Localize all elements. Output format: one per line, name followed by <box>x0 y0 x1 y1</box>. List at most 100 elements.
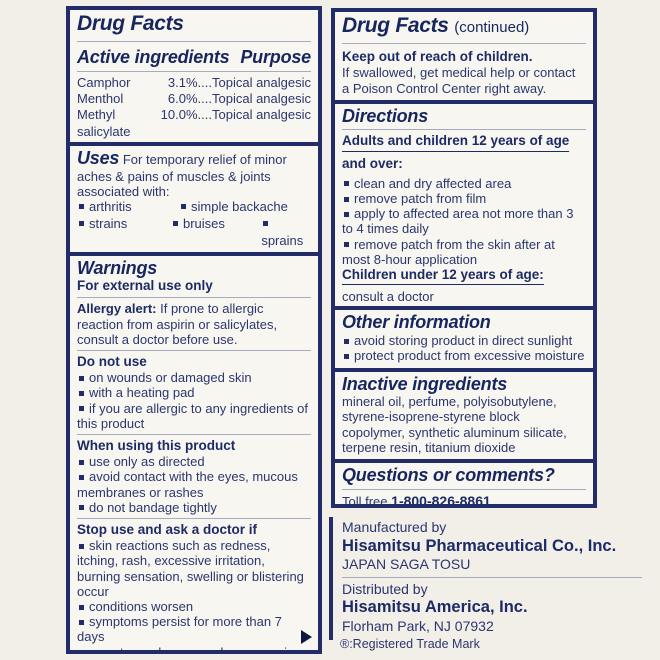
warning-item-text: on wounds or damaged skin <box>89 370 252 386</box>
bullet-square-icon <box>173 221 178 227</box>
section-separator <box>335 459 593 463</box>
bullet-square-icon <box>79 604 84 610</box>
warning-item: skin reactions such as redness, itching,… <box>77 538 311 599</box>
bullet-square-icon <box>181 204 186 210</box>
registered-trademark-note: ®:Registered Trade Mark <box>340 637 480 651</box>
warnings-section: Warnings For external use only Allergy a… <box>70 256 318 654</box>
inactive-ingredients-text: mineral oil, perfume, polyisobutylene, s… <box>342 394 567 455</box>
warning-item-text: symptoms persist for more than 7 days <box>77 614 282 645</box>
bullet-square-icon <box>79 204 84 210</box>
other-information-section: Other information avoid storing product … <box>335 310 593 367</box>
divider <box>77 70 311 72</box>
bullet-square-icon <box>79 375 84 381</box>
active-ingredients-heading: Active ingredients <box>77 47 230 68</box>
divider <box>77 350 311 352</box>
direction-item-text: apply to affected area not more than 3 t… <box>342 206 574 237</box>
warning-item-text: if you are allergic to any ingredients o… <box>77 400 308 431</box>
warning-item-text: symptoms clear up and occur again within… <box>89 644 295 654</box>
direction-item-text: remove patch from film <box>354 191 487 206</box>
do-not-use-heading: Do not use <box>77 354 147 370</box>
uses-heading: Uses <box>77 147 120 168</box>
bullet-square-icon <box>263 221 269 227</box>
external-use-note: For external use only <box>77 278 213 294</box>
warning-item-text: avoid contact with the eyes, mucous memb… <box>77 469 298 500</box>
divider <box>77 434 311 436</box>
section-separator <box>70 141 318 146</box>
warning-item: avoid contact with the eyes, mucous memb… <box>77 469 311 499</box>
warning-item: if you are allergic to any ingredients o… <box>77 401 311 431</box>
drug-facts-continued-title-section: Drug Facts (continued) <box>335 12 593 40</box>
other-info-item: avoid storing product in direct sunlight <box>342 333 586 348</box>
stop-use-heading: Stop use and ask a doctor if <box>77 522 258 538</box>
when-using-heading: When using this product <box>77 438 236 454</box>
bullet-square-icon <box>79 406 84 412</box>
manufacturer-location: JAPAN SAGA TOSU <box>342 556 471 573</box>
warning-item-text: do not bandage tightly <box>89 499 217 515</box>
phone-number: 1-800-826-8861 <box>391 492 491 508</box>
warnings-heading: Warnings <box>77 257 158 278</box>
distributed-by-label: Distributed by <box>342 580 428 597</box>
manufacturer-block: Manufactured by Hisamitsu Pharmaceutical… <box>329 517 655 640</box>
divider <box>342 576 642 578</box>
uses-item: strains <box>89 215 128 231</box>
uses-item: arthritis <box>89 198 132 214</box>
ingredient-name: Camphor <box>77 74 131 90</box>
continued-label: (continued) <box>454 19 530 36</box>
warning-item: symptoms persist for more than 7 days <box>77 614 311 644</box>
bullet-square-icon <box>344 353 349 359</box>
ingredient-row: Menthol 6.0%.... Topical analgesic <box>77 91 311 107</box>
warning-item: with a heating pad <box>77 385 311 400</box>
section-separator <box>70 251 318 256</box>
uses-item: sprains <box>261 232 304 248</box>
ingredient-name: Methyl salicylate <box>77 107 131 139</box>
directions-heading: Directions <box>342 105 429 126</box>
section-separator <box>335 99 593 104</box>
ingredient-amount: 6.0%.... <box>167 91 212 107</box>
direction-item: remove patch from film <box>342 191 586 206</box>
bullet-square-icon <box>79 459 84 465</box>
bullet-square-icon <box>79 650 84 654</box>
allergy-alert: Allergy alert: If prone to allergic reac… <box>77 301 311 347</box>
ingredient-row: Methyl salicylate 10.0%.... Topical anal… <box>77 107 311 140</box>
allergy-alert-text: If prone to allergic reaction from aspir… <box>77 301 278 347</box>
direction-item: clean and dry affected area <box>342 176 586 191</box>
toll-free-label: Toll free <box>342 493 388 508</box>
uses-bullet-row: strains bruises sprains <box>77 216 311 250</box>
manufactured-by-label: Manufactured by <box>342 519 447 535</box>
drug-facts-panel-right: Drug Facts (continued) Keep out of reach… <box>331 8 597 508</box>
active-ingredients-section: Active ingredients Purpose Camphor 3.1%.… <box>70 45 318 142</box>
divider <box>342 129 586 131</box>
bullet-square-icon <box>344 196 349 202</box>
ingredient-name: Menthol <box>77 91 124 107</box>
divider <box>342 488 586 490</box>
direction-item: apply to affected area not more than 3 t… <box>342 206 586 236</box>
allergy-alert-label: Allergy alert: <box>77 301 157 317</box>
drug-facts-title-text: Drug Facts <box>342 14 449 37</box>
drug-facts-panel-left: Drug Facts Active ingredients Purpose Ca… <box>66 6 322 654</box>
keep-out-section: Keep out of reach of children. If swallo… <box>335 47 593 100</box>
ingredient-row: Camphor 3.1%.... Topical analgesic <box>77 75 311 91</box>
section-separator <box>335 367 593 372</box>
bullet-square-icon <box>79 475 84 481</box>
distributor-location: Florham Park, NJ 07932 <box>342 618 494 635</box>
other-info-item-text: protect product from excessive moisture <box>354 348 585 364</box>
inactive-ingredients-heading: Inactive ingredients <box>342 373 508 394</box>
children-under-12-heading: Children under 12 years of age: <box>342 267 544 286</box>
ingredient-purpose: Topical analgesic <box>211 74 311 90</box>
warning-item: on wounds or damaged skin <box>77 370 311 385</box>
ingredient-amount: 10.0%.... <box>160 107 212 123</box>
bullet-square-icon <box>344 242 349 248</box>
uses-section: Uses For temporary relief of minor aches… <box>70 146 318 252</box>
divider <box>77 41 311 43</box>
other-info-item: protect product from excessive moisture <box>342 348 586 363</box>
other-information-heading: Other information <box>342 312 491 333</box>
uses-item: bruises <box>183 215 225 231</box>
warning-item-text: conditions worsen <box>89 599 194 615</box>
bullet-square-icon <box>344 181 349 187</box>
adults-heading-continued: and over: <box>342 155 403 171</box>
uses-bullet-row: arthritis simple backache <box>77 199 311 216</box>
other-info-item-text: avoid storing product in direct sunlight <box>354 333 573 349</box>
keep-out-text: If swallowed, get medical help or contac… <box>342 65 576 96</box>
direction-item: remove patch from the skin after at most… <box>342 237 586 267</box>
